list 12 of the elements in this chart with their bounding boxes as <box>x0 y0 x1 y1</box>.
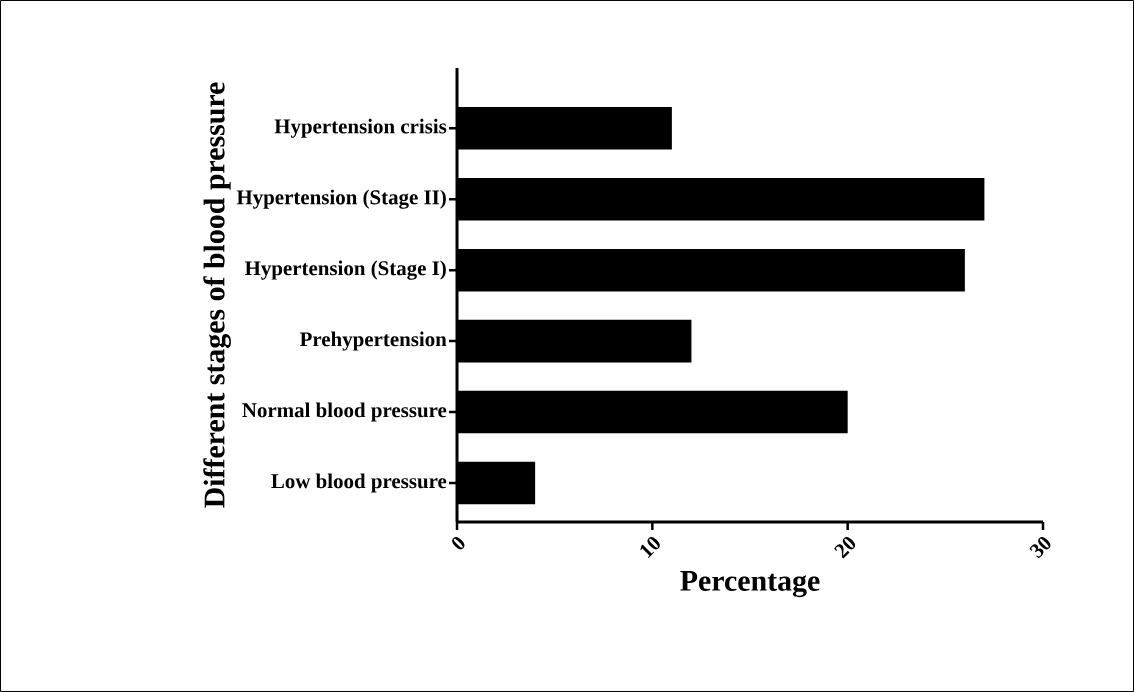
y-tick-label: Hypertension (Stage II) <box>236 189 446 209</box>
y-axis-title: Different stages of blood pressure <box>203 82 231 508</box>
y-tick-label: Low blood pressure <box>271 473 447 493</box>
y-tick-label: Hypertension crisis <box>274 118 447 138</box>
y-tick-label: Normal blood pressure <box>242 402 447 422</box>
x-tick-label: 20 <box>834 537 856 559</box>
x-tick-label: 10 <box>640 537 660 558</box>
x-tick-label: 30 <box>1029 537 1051 559</box>
y-tick-label: Hypertension (Stage I) <box>244 260 446 280</box>
x-tick-label: 0 <box>452 537 465 550</box>
y-tick-label: Prehypertension <box>299 331 447 351</box>
x-axis-title: Percentage <box>680 571 820 598</box>
